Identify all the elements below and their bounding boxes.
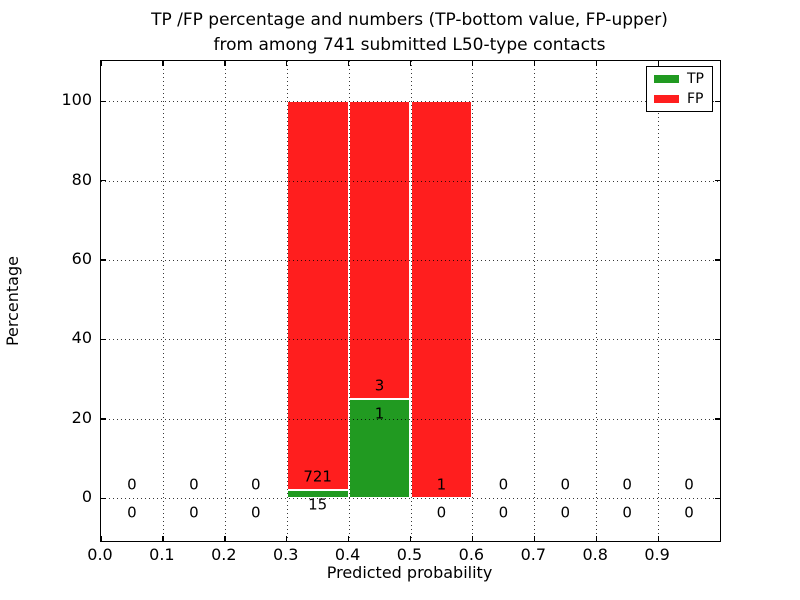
v-gridline: [224, 61, 226, 541]
x-tick-label: 0.3: [272, 545, 299, 564]
y-tick: [101, 259, 106, 261]
fp-count-label: 1: [436, 475, 447, 494]
x-tick: [595, 536, 597, 541]
x-tick: [224, 536, 226, 541]
tp-count-label: 0: [436, 503, 447, 522]
x-tick: [286, 536, 288, 541]
fp-count-label: 3: [374, 376, 385, 395]
tp-count-label: 0: [498, 503, 509, 522]
legend-item-tp: TP: [654, 70, 712, 88]
fp-count-label: 0: [622, 475, 632, 494]
x-tick-label: 0.9: [644, 545, 670, 564]
v-gridline: [472, 61, 474, 541]
fp-legend-swatch: [654, 94, 679, 103]
tp-count-label: 0: [684, 503, 694, 522]
legend: TP FP: [646, 66, 713, 112]
x-tick-label: 0.1: [149, 545, 175, 564]
x-tick-label: 0.6: [458, 545, 485, 564]
x-tick-label: 0.5: [396, 545, 423, 564]
x-tick: [100, 61, 102, 66]
x-tick: [471, 61, 474, 66]
fp-count-label: 0: [498, 475, 509, 494]
fp-count-label: 0: [127, 475, 137, 494]
tp-count-label: 15: [308, 495, 328, 514]
tp-count-label: 0: [127, 503, 137, 522]
y-tick: [101, 100, 106, 102]
x-tick-label: 0.4: [334, 545, 361, 564]
y-tick: [101, 418, 106, 420]
y-tick: [715, 259, 720, 261]
y-tick-label: 100: [61, 90, 92, 110]
bar-segment-fp: [348, 101, 411, 399]
chart-title: TP /FP percentage and numbers (TP-bottom…: [100, 8, 719, 58]
chart-title-line-1: TP /FP percentage and numbers (TP-bottom…: [151, 10, 668, 30]
x-tick-label: 0.8: [582, 545, 608, 564]
fp-count-label: 0: [250, 475, 261, 494]
x-tick: [410, 536, 412, 541]
x-tick-label: 0.7: [520, 545, 547, 564]
plot-area: 0 0 0 0 0 0 721 15 3 1 1 0 0 0 0 0 0 0 0 0: [100, 60, 721, 542]
x-tick: [471, 536, 474, 541]
bar-segment-tp: [348, 398, 411, 499]
x-tick: [286, 61, 288, 66]
x-tick-label: 0.2: [211, 545, 237, 564]
fp-count-label: 0: [684, 475, 694, 494]
x-tick: [162, 61, 164, 66]
x-tick: [533, 61, 536, 66]
bar-segment-fp: [286, 101, 349, 491]
fp-count-label: 721: [303, 467, 332, 486]
x-tick: [348, 61, 350, 66]
x-tick: [657, 536, 659, 541]
y-tick-label: 40: [71, 328, 92, 348]
x-tick: [533, 536, 536, 541]
y-tick-label: 60: [71, 248, 92, 268]
y-tick-label: 80: [71, 169, 92, 189]
v-gridline: [162, 61, 164, 541]
tp-count-label: 0: [189, 503, 199, 522]
bar-segment-fp: [410, 101, 473, 499]
y-tick: [101, 180, 106, 182]
x-tick: [410, 61, 412, 66]
x-tick-label: 0.0: [87, 545, 113, 564]
v-gridline: [658, 61, 660, 541]
tp-legend-swatch: [654, 75, 679, 84]
x-tick: [348, 536, 350, 541]
v-gridline: [596, 61, 598, 541]
y-tick: [715, 338, 720, 341]
fp-legend-label: FP: [687, 90, 704, 107]
chart-title-line-2: from among 741 submitted L50-type contac…: [213, 35, 606, 55]
y-tick: [715, 100, 720, 102]
fp-count-label: 0: [189, 475, 199, 494]
tp-count-label: 0: [250, 503, 261, 522]
v-gridline: [534, 61, 536, 541]
tp-count-label: 0: [622, 503, 632, 522]
y-tick: [715, 180, 720, 182]
x-axis-label: Predicted probability: [326, 563, 493, 582]
tp-count-label: 0: [560, 503, 571, 522]
y-tick: [715, 418, 720, 420]
y-tick: [101, 338, 106, 341]
fp-count-label: 0: [560, 475, 571, 494]
tp-count-label: 1: [374, 404, 385, 423]
legend-item-fp: FP: [654, 90, 712, 108]
y-tick-label: 0: [81, 487, 92, 507]
x-tick: [657, 61, 659, 66]
y-tick: [715, 497, 720, 499]
x-tick: [100, 536, 102, 541]
x-tick: [224, 61, 226, 66]
h-gridline: [101, 498, 720, 500]
tp-legend-label: TP: [687, 71, 704, 88]
y-axis-label: Percentage: [3, 256, 22, 347]
x-tick: [162, 536, 164, 541]
y-tick: [101, 497, 106, 499]
y-tick-label: 20: [71, 407, 92, 427]
x-tick: [595, 61, 597, 66]
